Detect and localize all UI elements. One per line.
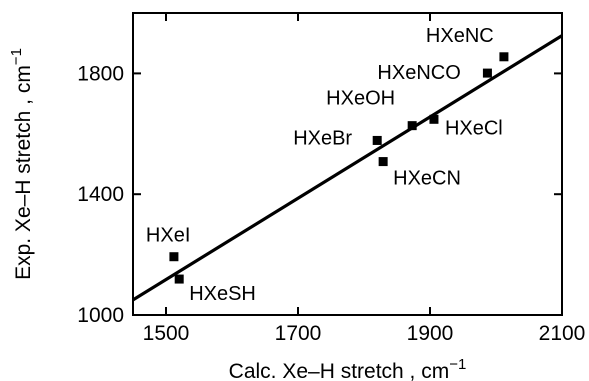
axes: 1500 1700 1900 2100 1000 1400 1800 xyxy=(77,13,585,345)
data-point-hxenco xyxy=(482,68,492,78)
point-labels: HXeI HXeSH HXeBr HXeCN HXeOH HXeCl HXeNCO HXeNC xyxy=(146,25,503,305)
point-label-hxecl: HXeCl xyxy=(445,117,503,139)
data-point-hxesh xyxy=(174,274,184,284)
y-axis-title-text: Exp. Xe–H stretch , cm xyxy=(12,65,35,280)
data-point-hxeoh xyxy=(407,121,417,131)
x-axis-title-text: Calc. Xe–H stretch , cm xyxy=(229,360,450,381)
data-point-hxecn xyxy=(378,157,388,167)
x-tick-label-2100: 2100 xyxy=(539,322,586,345)
plot-frame xyxy=(132,12,563,316)
x-axis-title: Calc. Xe–H stretch , cm−1 xyxy=(229,356,467,381)
x-axis-title-unit-exponent: −1 xyxy=(449,356,466,373)
y-tick-label-1400: 1400 xyxy=(77,183,124,206)
point-label-hxenco: HXeNCO xyxy=(377,62,460,84)
x-tick-label-1700: 1700 xyxy=(275,322,322,345)
y-tick-label-1000: 1000 xyxy=(77,304,124,327)
fit-line-layer xyxy=(133,34,562,302)
data-point-hxenc xyxy=(499,52,509,62)
fit-line xyxy=(133,34,562,302)
x-tick-label-1900: 1900 xyxy=(407,322,454,345)
y-axis-title: Exp. Xe–H stretch , cm−1 xyxy=(8,48,35,280)
point-label-hxecn: HXeCN xyxy=(393,168,461,190)
point-label-hxei: HXeI xyxy=(146,225,190,247)
plot-area xyxy=(132,12,563,316)
data-point-hxecl xyxy=(429,114,439,124)
data-point-hxebr xyxy=(372,135,382,145)
y-tick-label-1800: 1800 xyxy=(77,62,124,85)
x-tick-label-1500: 1500 xyxy=(143,322,190,345)
point-label-hxesh: HXeSH xyxy=(189,283,256,305)
point-label-hxeoh: HXeOH xyxy=(326,88,395,110)
data-point-hxei xyxy=(169,252,179,262)
y-axis-title-unit-exponent: −1 xyxy=(8,48,25,65)
point-label-hxebr: HXeBr xyxy=(293,127,352,149)
point-label-hxenc: HXeNC xyxy=(426,25,494,47)
data-points xyxy=(169,52,509,284)
